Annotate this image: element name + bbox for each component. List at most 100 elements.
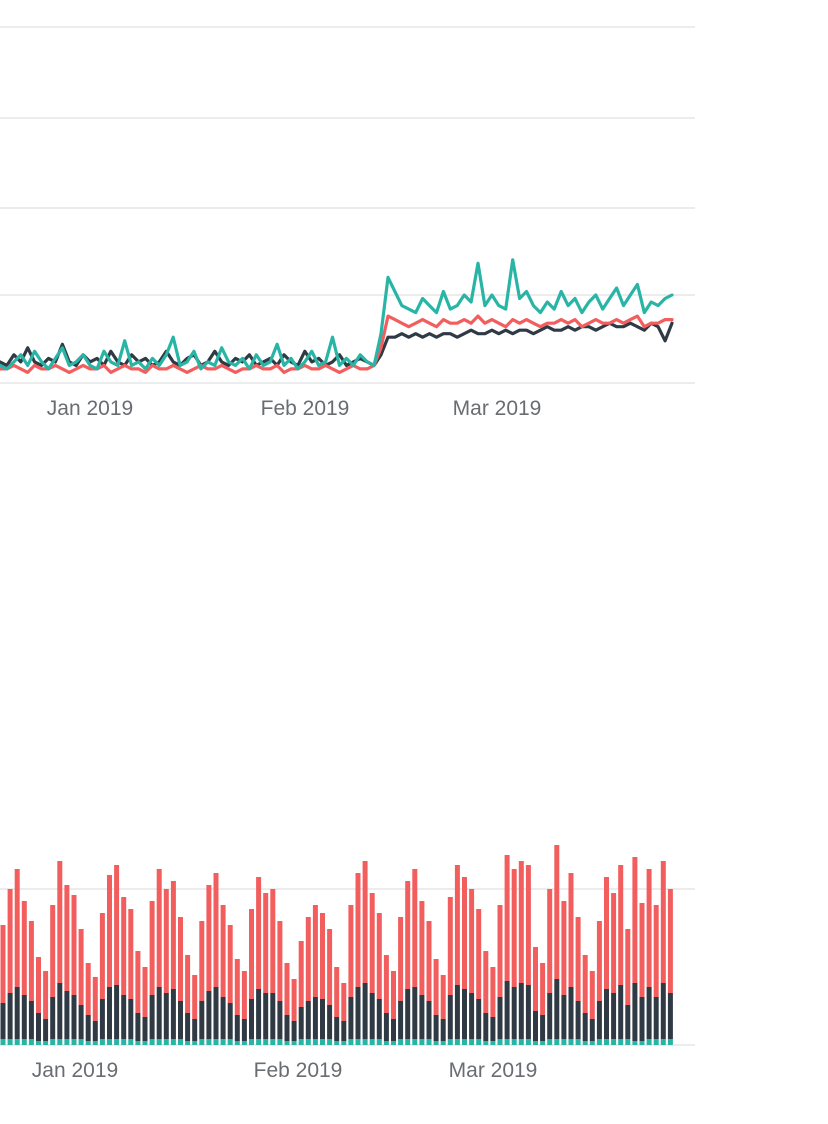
navy-segment	[256, 989, 262, 1039]
navy-segment	[511, 987, 517, 1039]
red-segment	[547, 889, 553, 993]
teal-segment	[369, 1039, 375, 1045]
red-segment	[554, 845, 560, 979]
teal-segment	[348, 1039, 354, 1045]
navy-segment	[298, 1007, 304, 1039]
red-segment	[646, 869, 652, 987]
navy-segment	[185, 1013, 191, 1041]
red-segment	[249, 909, 254, 999]
navy-segment	[575, 1001, 581, 1039]
stacked-bar-chart	[0, 845, 695, 1046]
teal-segment	[249, 1039, 254, 1045]
red-segment	[582, 955, 588, 1013]
teal-segment	[142, 1041, 148, 1045]
teal-segment	[660, 1039, 666, 1045]
red-segment	[376, 913, 382, 999]
teal-segment	[199, 1039, 205, 1045]
teal-segment	[490, 1041, 496, 1045]
red-segment	[128, 909, 134, 999]
navy-segment	[213, 987, 219, 1039]
red-segment	[92, 977, 98, 1021]
red-segment	[511, 869, 517, 987]
navy-segment	[7, 993, 13, 1039]
navy-segment	[518, 983, 524, 1039]
navy-segment	[0, 1003, 6, 1039]
teal-segment	[518, 1039, 524, 1045]
teal-segment	[454, 1039, 460, 1045]
teal-segment	[632, 1041, 638, 1045]
teal-segment	[412, 1039, 418, 1045]
teal-segment	[497, 1039, 503, 1045]
red-segment	[412, 869, 418, 987]
navy-series	[0, 321, 674, 367]
navy-segment	[547, 993, 553, 1039]
teal-segment	[483, 1041, 489, 1045]
navy-segment	[334, 1017, 340, 1041]
teal-segment	[57, 1039, 63, 1045]
red-segment	[632, 857, 638, 983]
teal-segment	[192, 1041, 198, 1045]
teal-series	[0, 258, 674, 371]
navy-segment	[50, 997, 56, 1039]
navy-segment	[43, 1019, 49, 1041]
teal-segment	[227, 1039, 233, 1045]
navy-segment	[114, 985, 120, 1039]
teal-segment	[391, 1041, 396, 1045]
red-segment	[185, 955, 191, 1013]
red-segment	[476, 909, 482, 999]
teal-segment	[561, 1039, 567, 1045]
navy-segment	[540, 1015, 546, 1041]
red-segment	[525, 865, 531, 985]
red-segment	[667, 889, 673, 993]
red-segment	[298, 941, 304, 1007]
teal-segment	[85, 1041, 91, 1045]
teal-segment	[639, 1041, 645, 1045]
red-segment	[234, 959, 240, 1015]
teal-segment	[14, 1039, 20, 1045]
navy-segment	[312, 997, 318, 1039]
red-segment	[362, 861, 368, 983]
teal-segment	[0, 1039, 6, 1045]
red-segment	[540, 963, 546, 1015]
line-chart-x-tick-mar: Mar 2019	[452, 397, 542, 420]
red-segment	[490, 967, 496, 1017]
navy-segment	[398, 1001, 404, 1039]
red-segment	[213, 873, 219, 987]
line-chart-gridlines	[0, 26, 695, 384]
red-segment	[270, 889, 276, 993]
navy-segment	[639, 997, 645, 1041]
navy-segment	[596, 1001, 602, 1039]
teal-segment	[298, 1039, 304, 1045]
teal-segment	[398, 1039, 404, 1045]
navy-segment	[320, 999, 325, 1039]
red-segment	[618, 865, 624, 985]
red-segment	[433, 959, 439, 1015]
navy-segment	[362, 983, 368, 1039]
red-segment	[497, 905, 503, 997]
navy-segment	[156, 987, 162, 1039]
teal-segment	[220, 1039, 226, 1045]
red-segment	[426, 921, 432, 1001]
red-segment	[178, 917, 183, 1001]
red-segment	[36, 957, 41, 1013]
red-segment	[114, 865, 120, 985]
navy-segment	[440, 1019, 446, 1041]
red-segment	[263, 893, 269, 993]
red-series	[0, 314, 674, 374]
red-segment	[383, 955, 389, 1013]
navy-segment	[618, 985, 624, 1039]
navy-segment	[14, 987, 20, 1039]
navy-segment	[582, 1013, 588, 1041]
navy-segment	[291, 1021, 297, 1041]
navy-segment	[561, 995, 567, 1039]
navy-segment	[341, 1021, 347, 1041]
navy-segment	[568, 987, 574, 1039]
navy-segment	[178, 1001, 183, 1039]
red-segment	[454, 865, 460, 985]
red-segment	[99, 913, 105, 999]
red-segment	[71, 895, 77, 995]
navy-segment	[163, 993, 169, 1039]
teal-segment	[234, 1041, 240, 1045]
red-segment	[440, 975, 446, 1019]
red-segment	[305, 917, 311, 1001]
